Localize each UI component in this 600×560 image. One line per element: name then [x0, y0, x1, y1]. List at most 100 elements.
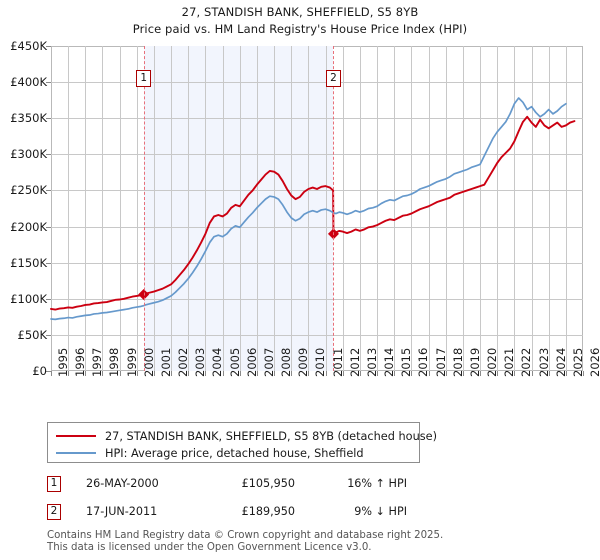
gridline-vertical: [446, 46, 447, 371]
ownership-period-band: [143, 46, 334, 371]
legend-swatch-price-paid: [56, 435, 96, 437]
x-axis-tick: [171, 371, 172, 376]
x-axis-label: 2011: [330, 347, 345, 377]
gridline-vertical: [360, 46, 361, 371]
event-line-1: [143, 46, 145, 371]
x-axis-tick: [411, 371, 412, 376]
y-axis-tick: [46, 82, 51, 83]
x-axis-label: 2008: [279, 347, 294, 377]
gridline-vertical: [257, 46, 258, 371]
x-axis-tick: [463, 371, 464, 376]
y-axis-label: £150K: [10, 255, 47, 270]
x-axis-label: 1996: [73, 347, 88, 377]
x-axis-label: 2007: [261, 347, 276, 377]
gridline-vertical: [532, 46, 533, 371]
event-flag-2[interactable]: 2: [325, 70, 341, 87]
x-axis-label: 2020: [485, 347, 500, 377]
x-axis-label: 2017: [433, 347, 448, 377]
x-axis-tick: [308, 371, 309, 376]
x-axis-tick: [566, 371, 567, 376]
gridline-horizontal: [51, 82, 583, 83]
transaction-badge-2: 2: [47, 504, 61, 520]
footer-line-2: This data is licensed under the Open Gov…: [47, 542, 372, 553]
y-axis-tick: [46, 118, 51, 119]
gridline-vertical: [68, 46, 69, 371]
gridline-vertical: [188, 46, 189, 371]
y-axis-label: £300K: [10, 147, 47, 162]
x-axis-label: 2009: [296, 347, 311, 377]
gridline-horizontal: [51, 118, 583, 119]
x-axis-tick: [205, 371, 206, 376]
y-axis-label: £200K: [10, 219, 47, 234]
transaction-price-1: £105,950: [241, 477, 295, 490]
x-axis-label: 2012: [347, 347, 362, 377]
x-axis-label: 2001: [158, 347, 173, 377]
gridline-vertical: [85, 46, 86, 371]
gridline-vertical: [154, 46, 155, 371]
gridline-vertical: [274, 46, 275, 371]
x-axis-label: 2025: [570, 347, 585, 377]
x-axis-label: 2015: [399, 347, 414, 377]
y-axis-tick: [46, 46, 51, 47]
gridline-horizontal: [51, 263, 583, 264]
gridline-vertical: [120, 46, 121, 371]
gridline-vertical: [463, 46, 464, 371]
x-axis-label: 2002: [176, 347, 191, 377]
gridline-vertical: [326, 46, 327, 371]
gridline-horizontal: [51, 154, 583, 155]
x-axis-tick: [291, 371, 292, 376]
x-axis-tick: [240, 371, 241, 376]
chart-title-block: 27, STANDISH BANK, SHEFFIELD, S5 8YB Pri…: [0, 4, 600, 38]
x-axis-label: 2006: [244, 347, 259, 377]
transaction-badge-1: 1: [47, 476, 61, 492]
gridline-vertical: [240, 46, 241, 371]
gridline-vertical: [549, 46, 550, 371]
x-axis-tick: [120, 371, 121, 376]
x-axis-tick: [429, 371, 430, 376]
transaction-price-2: £189,950: [241, 505, 295, 518]
event-line-2: [333, 46, 335, 371]
chart-legend: 27, STANDISH BANK, SHEFFIELD, S5 8YB (de…: [47, 422, 437, 463]
gridline-vertical: [308, 46, 309, 371]
x-axis-label: 2019: [467, 347, 482, 377]
gridline-vertical: [566, 46, 567, 371]
copyright-footer: Contains HM Land Registry data © Crown c…: [47, 530, 567, 554]
x-axis-label: 1998: [107, 347, 122, 377]
x-axis-label: 2014: [382, 347, 397, 377]
page-title: 27, STANDISH BANK, SHEFFIELD, S5 8YB: [181, 5, 419, 19]
event-flag-1[interactable]: 1: [136, 70, 152, 87]
y-axis-label: £450K: [10, 39, 47, 53]
gridline-vertical: [377, 46, 378, 371]
gridline-vertical: [514, 46, 515, 371]
gridline-vertical: [205, 46, 206, 371]
x-axis-label: 1997: [90, 347, 105, 377]
x-axis-tick: [51, 371, 52, 376]
x-axis-tick: [514, 371, 515, 376]
gridline-horizontal: [51, 335, 583, 336]
x-axis-tick: [274, 371, 275, 376]
y-axis-label: £250K: [10, 183, 47, 198]
x-axis-label: 2004: [210, 347, 225, 377]
gridline-vertical: [411, 46, 412, 371]
gridline-vertical: [343, 46, 344, 371]
x-axis-label: 1999: [124, 347, 139, 377]
x-axis-label: 2018: [450, 347, 465, 377]
legend-item-price-paid: 27, STANDISH BANK, SHEFFIELD, S5 8YB (de…: [56, 427, 437, 445]
legend-swatch-hpi: [56, 452, 96, 454]
y-axis-tick: [46, 335, 51, 336]
gridline-vertical: [291, 46, 292, 371]
transaction-date-1: 26-MAY-2000: [86, 477, 159, 490]
x-axis-tick: [446, 371, 447, 376]
footer-line-1: Contains HM Land Registry data © Crown c…: [47, 530, 444, 541]
x-axis-label: 2003: [193, 347, 208, 377]
x-axis-tick: [343, 371, 344, 376]
x-axis-tick: [480, 371, 481, 376]
x-axis-tick: [377, 371, 378, 376]
x-axis-label: 2005: [227, 347, 242, 377]
gridline-horizontal: [51, 190, 583, 191]
y-axis-tick: [46, 227, 51, 228]
x-axis-label: 2021: [502, 347, 517, 377]
transaction-row-2: 2 17-JUN-2011 £189,950 9% ↓ HPI: [47, 504, 447, 522]
x-axis-tick: [102, 371, 103, 376]
